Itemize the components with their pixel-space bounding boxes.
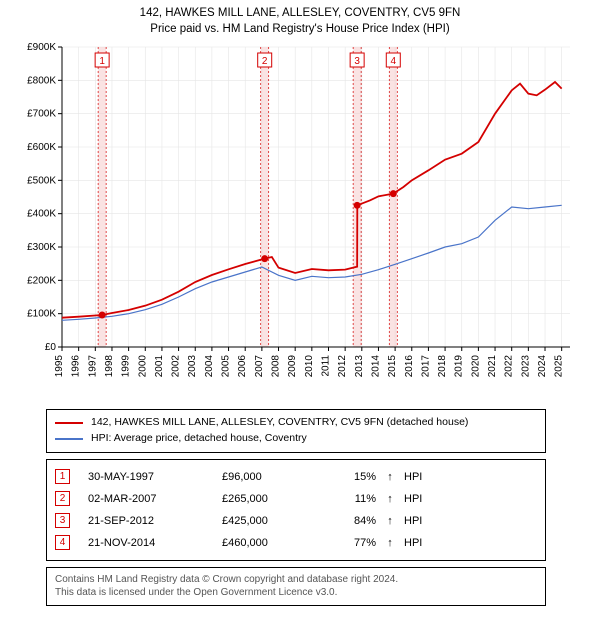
up-arrow-icon: ↑ [380, 493, 400, 505]
svg-text:2020: 2020 [470, 355, 481, 378]
sales-row: 3 21-SEP-2012 £425,000 84% ↑ HPI [55, 510, 537, 532]
svg-text:£700K: £700K [27, 109, 56, 120]
title-line-1: 142, HAWKES MILL LANE, ALLESLEY, COVENTR… [10, 6, 590, 22]
legend-item: HPI: Average price, detached house, Cove… [55, 431, 537, 447]
title-line-2: Price paid vs. HM Land Registry's House … [10, 22, 590, 38]
sale-hpi-label: HPI [404, 493, 444, 505]
svg-text:£0: £0 [45, 342, 57, 353]
svg-text:2012: 2012 [337, 355, 348, 378]
svg-text:£100K: £100K [27, 309, 56, 320]
svg-text:2013: 2013 [354, 355, 365, 378]
svg-text:3: 3 [354, 56, 360, 67]
legend-swatch [55, 422, 83, 424]
sale-date: 21-SEP-2012 [88, 515, 218, 527]
legend-item: 142, HAWKES MILL LANE, ALLESLEY, COVENTR… [55, 415, 537, 431]
sale-pct: 84% [326, 515, 376, 527]
sales-table: 1 30-MAY-1997 £96,000 15% ↑ HPI 2 02-MAR-2007 £2… [46, 459, 546, 561]
sale-pct: 15% [326, 471, 376, 483]
legend-label: HPI: Average price, detached house, Cove… [91, 431, 307, 447]
svg-text:2003: 2003 [187, 355, 198, 378]
svg-text:£800K: £800K [27, 75, 56, 86]
sale-price: £425,000 [222, 515, 322, 527]
svg-text:2006: 2006 [237, 355, 248, 378]
svg-text:2018: 2018 [437, 355, 448, 378]
svg-text:1998: 1998 [104, 355, 115, 378]
chart-title: 142, HAWKES MILL LANE, ALLESLEY, COVENTR… [10, 6, 590, 37]
svg-text:2008: 2008 [271, 355, 282, 378]
svg-text:4: 4 [391, 56, 397, 67]
svg-text:1999: 1999 [121, 355, 132, 378]
sale-marker-box: 1 [55, 469, 70, 484]
svg-text:2011: 2011 [320, 355, 331, 377]
up-arrow-icon: ↑ [380, 537, 400, 549]
svg-text:2015: 2015 [387, 355, 398, 378]
svg-text:2010: 2010 [304, 355, 315, 378]
svg-text:2002: 2002 [171, 355, 182, 378]
sale-hpi-label: HPI [404, 537, 444, 549]
sale-date: 02-MAR-2007 [88, 493, 218, 505]
sales-row: 1 30-MAY-1997 £96,000 15% ↑ HPI [55, 466, 537, 488]
svg-text:2017: 2017 [420, 355, 431, 378]
legend: 142, HAWKES MILL LANE, ALLESLEY, COVENTR… [46, 409, 546, 453]
svg-text:£500K: £500K [27, 175, 56, 186]
up-arrow-icon: ↑ [380, 515, 400, 527]
svg-text:2025: 2025 [554, 355, 565, 378]
svg-text:2005: 2005 [221, 355, 232, 378]
svg-text:2023: 2023 [520, 355, 531, 378]
up-arrow-icon: ↑ [380, 471, 400, 483]
svg-text:£300K: £300K [27, 242, 56, 253]
svg-text:1: 1 [99, 56, 105, 67]
sale-marker-box: 2 [55, 491, 70, 506]
svg-text:2004: 2004 [204, 355, 215, 378]
svg-text:2001: 2001 [154, 355, 165, 378]
sale-price: £460,000 [222, 537, 322, 549]
svg-text:2021: 2021 [487, 355, 498, 378]
svg-text:£900K: £900K [27, 42, 56, 53]
svg-text:1995: 1995 [54, 355, 65, 378]
svg-text:1996: 1996 [71, 355, 82, 378]
svg-text:2: 2 [262, 56, 268, 67]
sale-marker-box: 3 [55, 513, 70, 528]
sale-price: £265,000 [222, 493, 322, 505]
footer-line-2: This data is licensed under the Open Gov… [55, 586, 537, 600]
svg-text:£200K: £200K [27, 275, 56, 286]
svg-text:2000: 2000 [137, 355, 148, 378]
svg-text:1997: 1997 [87, 355, 98, 378]
svg-text:2009: 2009 [287, 355, 298, 378]
sale-pct: 11% [326, 493, 376, 505]
svg-text:2019: 2019 [454, 355, 465, 378]
svg-text:2014: 2014 [370, 355, 381, 378]
legend-swatch [55, 438, 83, 440]
svg-text:2016: 2016 [404, 355, 415, 378]
sale-pct: 77% [326, 537, 376, 549]
sale-hpi-label: HPI [404, 515, 444, 527]
sales-row: 2 02-MAR-2007 £265,000 11% ↑ HPI [55, 488, 537, 510]
svg-text:£400K: £400K [27, 209, 56, 220]
sale-date: 21-NOV-2014 [88, 537, 218, 549]
svg-text:£600K: £600K [27, 142, 56, 153]
legend-label: 142, HAWKES MILL LANE, ALLESLEY, COVENTR… [91, 415, 468, 431]
svg-text:2024: 2024 [537, 355, 548, 378]
price-chart: £0 £100K £200K £300K £400K £500K £600K £700K £80… [20, 41, 580, 401]
sale-marker-box: 4 [55, 535, 70, 550]
svg-text:2007: 2007 [254, 355, 265, 378]
footer-line-1: Contains HM Land Registry data © Crown c… [55, 573, 537, 587]
svg-text:2022: 2022 [504, 355, 515, 378]
sales-row: 4 21-NOV-2014 £460,000 77% ↑ HPI [55, 532, 537, 554]
sale-date: 30-MAY-1997 [88, 471, 218, 483]
sale-price: £96,000 [222, 471, 322, 483]
sale-hpi-label: HPI [404, 471, 444, 483]
footer-attribution: Contains HM Land Registry data © Crown c… [46, 567, 546, 606]
